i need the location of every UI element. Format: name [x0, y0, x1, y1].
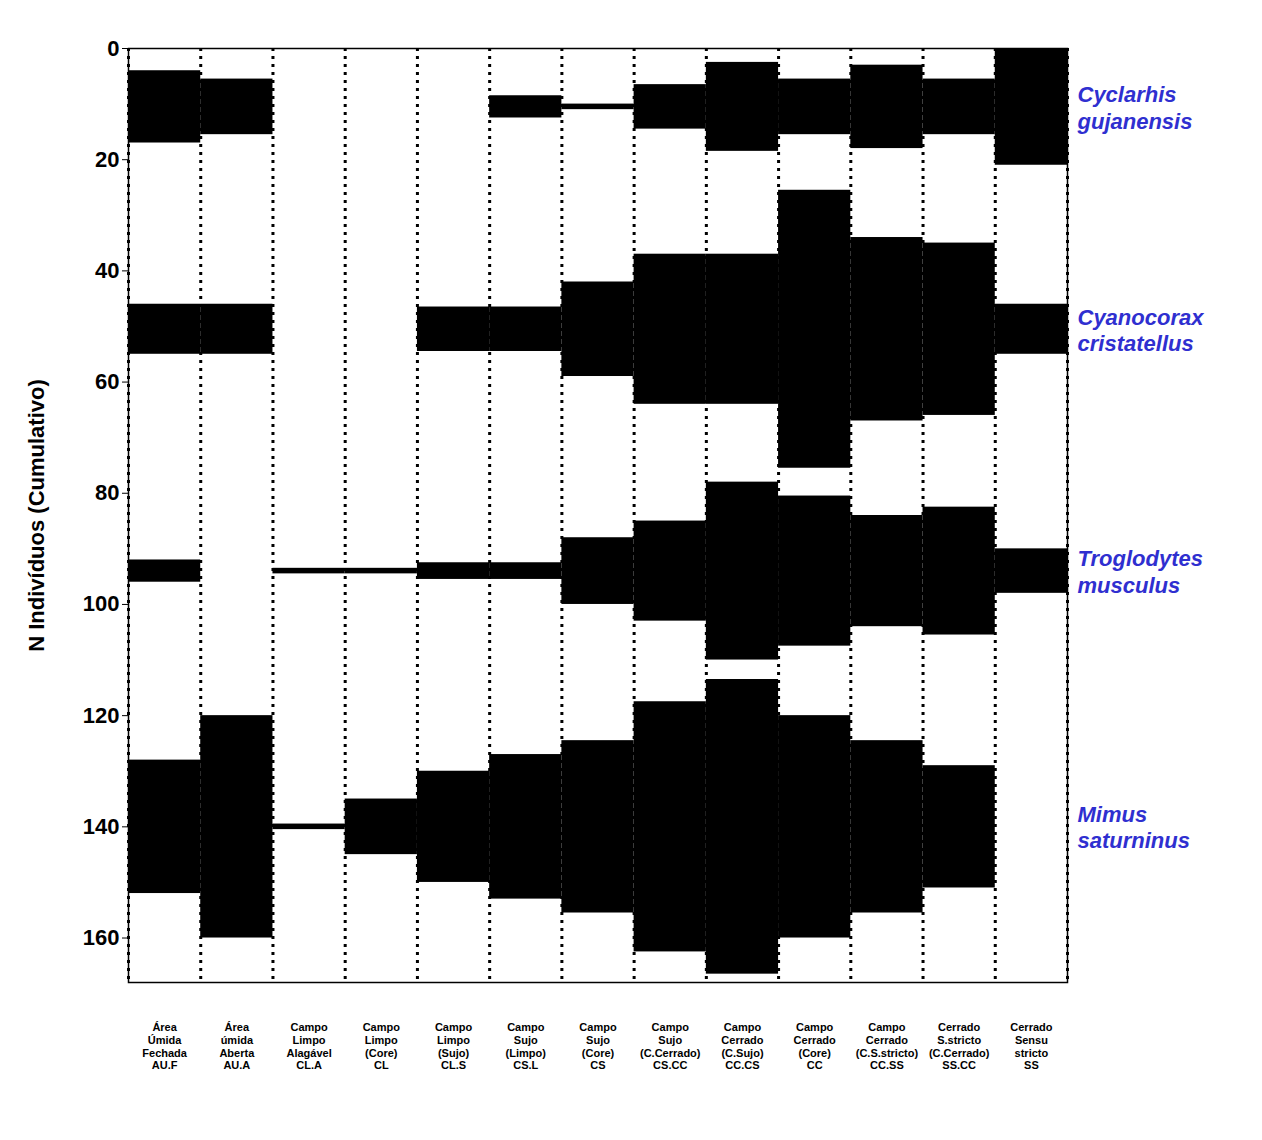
- svg-text:Mimussaturninus: Mimussaturninus: [1078, 802, 1190, 853]
- svg-text:CampoLimpoAlagávelCL.A: CampoLimpoAlagávelCL.A: [286, 1021, 331, 1071]
- svg-text:CampoCerrado(C.Sujo)CC.CS: CampoCerrado(C.Sujo)CC.CS: [721, 1021, 764, 1071]
- svg-text:60: 60: [95, 369, 119, 394]
- svg-text:140: 140: [83, 814, 120, 839]
- svg-text:CampoCerrado(C.S.stricto)CC.SS: CampoCerrado(C.S.stricto)CC.SS: [856, 1021, 919, 1071]
- svg-text:ÁreaúmidaAbertaAU.A: ÁreaúmidaAbertaAU.A: [219, 1021, 255, 1071]
- svg-text:Cyanocoraxcristatellus: Cyanocoraxcristatellus: [1078, 305, 1205, 356]
- svg-text:CampoSujo(Limpo)CS.L: CampoSujo(Limpo)CS.L: [506, 1021, 547, 1071]
- svg-text:Troglodytesmusculus: Troglodytesmusculus: [1078, 546, 1204, 597]
- svg-text:CerradoSensustrictoSS: CerradoSensustrictoSS: [1010, 1021, 1052, 1071]
- svg-text:20: 20: [95, 147, 119, 172]
- svg-text:CampoCerrado(Core)CC: CampoCerrado(Core)CC: [794, 1021, 836, 1071]
- svg-text:CampoLimpo(Core)CL: CampoLimpo(Core)CL: [363, 1021, 401, 1071]
- svg-text:N Indivíduos (Cumulativo): N Indivíduos (Cumulativo): [24, 379, 49, 652]
- svg-text:Cyclarhisgujanensis: Cyclarhisgujanensis: [1077, 82, 1193, 133]
- svg-text:120: 120: [83, 703, 120, 728]
- svg-text:40: 40: [95, 258, 119, 283]
- svg-text:80: 80: [95, 480, 119, 505]
- svg-text:ÁreaÚmidaFechadaAU.F: ÁreaÚmidaFechadaAU.F: [142, 1021, 188, 1071]
- svg-text:160: 160: [83, 925, 120, 950]
- svg-text:CampoSujo(C.Cerrado)CS.CC: CampoSujo(C.Cerrado)CS.CC: [640, 1021, 701, 1071]
- svg-text:CerradoS.stricto(C.Cerrado)SS.: CerradoS.stricto(C.Cerrado)SS.CC: [929, 1021, 990, 1071]
- svg-text:100: 100: [83, 591, 120, 616]
- svg-text:CampoSujo(Core)CS: CampoSujo(Core)CS: [579, 1021, 617, 1071]
- svg-text:0: 0: [107, 36, 119, 61]
- svg-text:CampoLimpo(Sujo)CL.S: CampoLimpo(Sujo)CL.S: [435, 1021, 473, 1071]
